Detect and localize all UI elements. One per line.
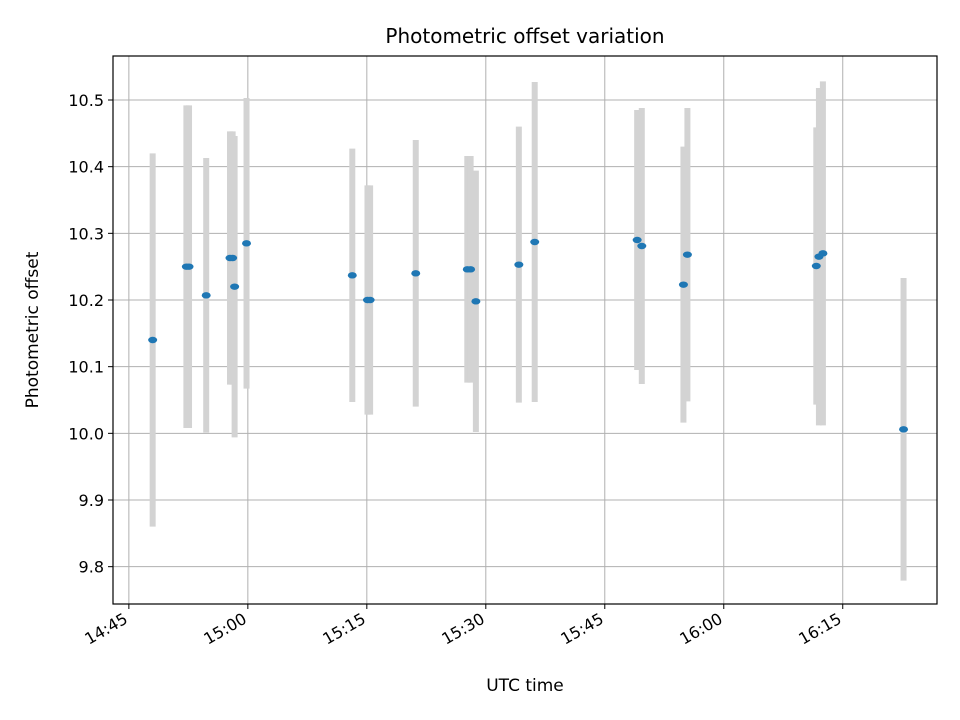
data-point [466, 266, 476, 273]
y-tick-label: 10.0 [68, 424, 104, 443]
plot-area [113, 56, 937, 604]
data-point [514, 261, 524, 268]
data-point [682, 251, 692, 258]
data-point [678, 281, 688, 288]
data-point [365, 296, 375, 304]
data-point [632, 236, 642, 244]
y-tick-label: 10.4 [68, 158, 104, 177]
data-point [184, 263, 194, 270]
plot-frame [112, 55, 938, 605]
data-point [471, 298, 481, 305]
y-axis: 9.8 9.9 10.0 10.1 10.2 10.3 10.4 10.5 [68, 91, 113, 577]
chart-title: Photometric offset variation [385, 24, 664, 48]
data-point [148, 336, 158, 344]
y-tick-label: 9.9 [79, 491, 104, 510]
y-tick-label: 10.3 [68, 224, 104, 243]
data-point [228, 254, 238, 262]
y-tick-label: 10.5 [68, 91, 104, 110]
data-point [637, 242, 647, 250]
grid [113, 56, 937, 604]
y-tick-label: 10.1 [68, 358, 104, 377]
data-point [818, 250, 828, 257]
x-axis-title: UTC time [486, 676, 564, 696]
data-point [230, 283, 240, 290]
y-tick-label: 10.2 [68, 291, 104, 310]
y-tick-label: 9.8 [79, 558, 104, 577]
y-axis-title: Photometric offset [23, 251, 43, 408]
data-point [530, 238, 540, 246]
data-points [148, 236, 909, 433]
data-point [899, 426, 909, 433]
data-point [242, 240, 252, 247]
data-point [811, 262, 821, 270]
data-point [201, 292, 211, 299]
data-point [347, 272, 357, 279]
data-point [411, 270, 421, 277]
